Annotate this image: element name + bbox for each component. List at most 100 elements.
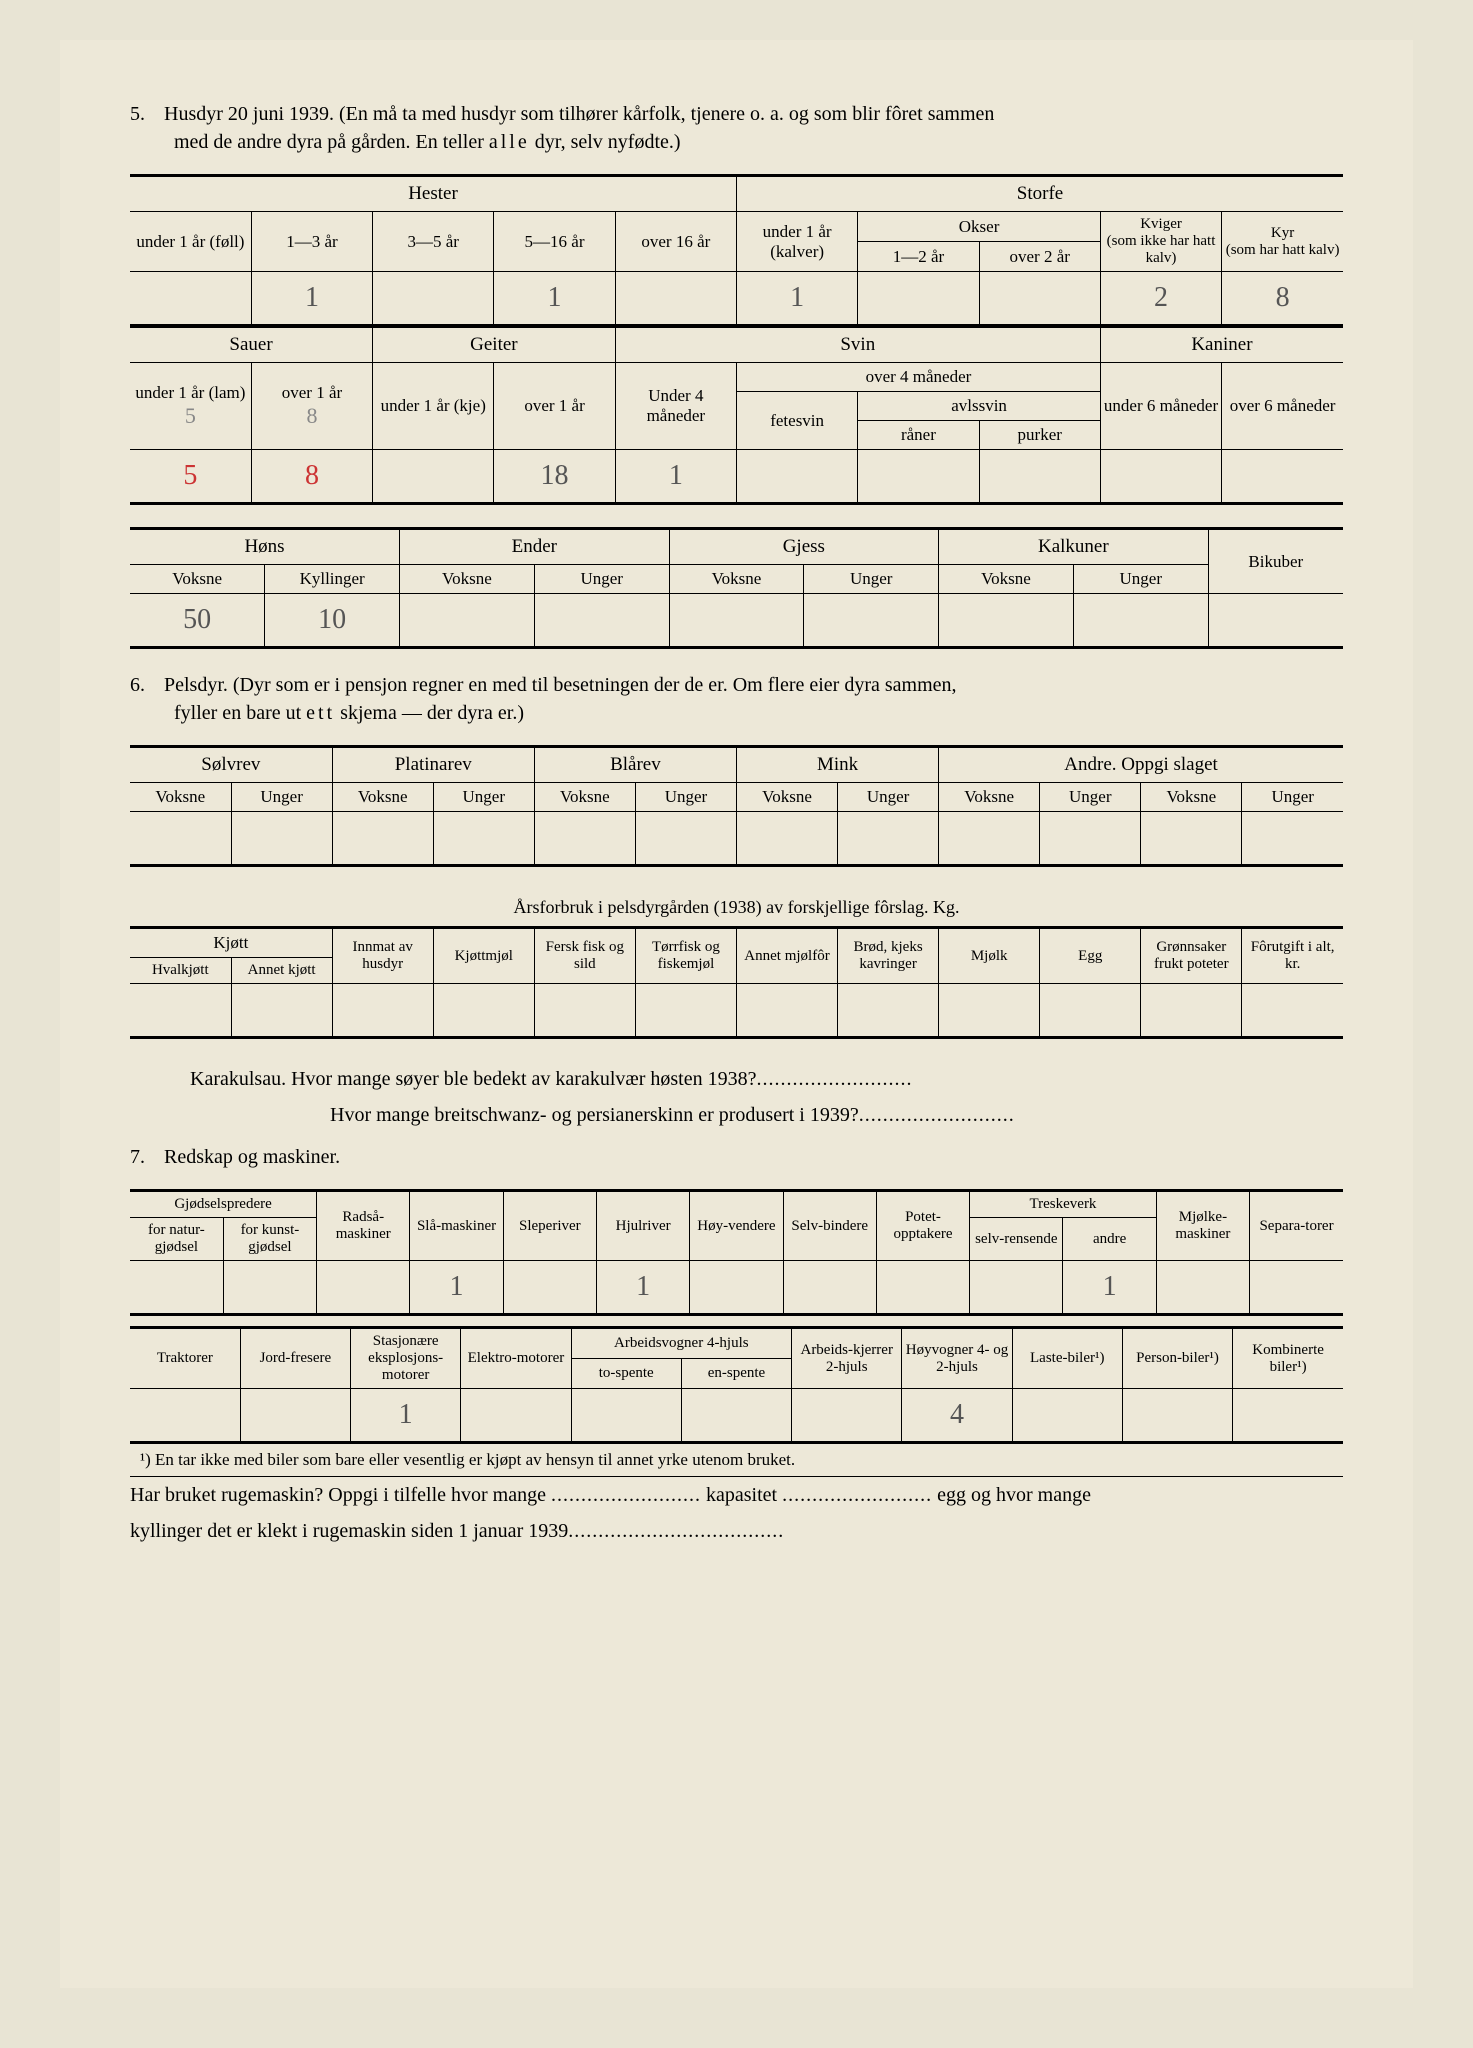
section6-line2b: ett <box>306 702 335 724</box>
cell[interactable] <box>317 1261 410 1315</box>
col: Voksne <box>332 783 433 812</box>
cell[interactable] <box>231 984 332 1038</box>
cell[interactable] <box>681 1389 791 1443</box>
cell[interactable]: 50 <box>130 594 265 648</box>
cell[interactable] <box>635 812 736 866</box>
cell[interactable]: 8 <box>1222 272 1343 326</box>
cell[interactable] <box>858 450 979 504</box>
col: Unger <box>838 783 939 812</box>
cell[interactable] <box>615 272 736 326</box>
cell[interactable]: 1 <box>494 272 615 326</box>
cell[interactable]: 1 <box>596 1261 689 1315</box>
cell[interactable] <box>534 984 635 1038</box>
cell[interactable] <box>1040 984 1141 1038</box>
cell[interactable]: 1 <box>251 272 372 326</box>
cell[interactable]: 1 <box>1063 1261 1156 1315</box>
col: Voksne <box>736 783 837 812</box>
cell[interactable] <box>979 450 1100 504</box>
cell[interactable] <box>635 984 736 1038</box>
cell[interactable]: 10 <box>265 594 400 648</box>
cell[interactable] <box>1012 1389 1122 1443</box>
cell[interactable]: 18 <box>494 450 615 504</box>
cell[interactable] <box>130 984 231 1038</box>
cell[interactable] <box>1250 1261 1343 1315</box>
section5-line1: Husdyr 20 juni 1939. (En må ta med husdy… <box>164 103 994 125</box>
cell[interactable]: 1 <box>615 450 736 504</box>
cell[interactable] <box>1156 1261 1249 1315</box>
cell[interactable]: 1 <box>410 1261 503 1315</box>
cell[interactable] <box>736 450 857 504</box>
col-okser: Okser <box>858 212 1101 242</box>
cell[interactable] <box>876 1261 969 1315</box>
col: andre <box>1063 1218 1156 1261</box>
cell[interactable] <box>1242 984 1343 1038</box>
cell[interactable]: 1 <box>736 272 857 326</box>
cell[interactable] <box>1040 812 1141 866</box>
cell[interactable] <box>1208 594 1343 648</box>
cell[interactable] <box>433 812 534 866</box>
section5-line2a: med de andre dyra på gården. En teller <box>174 131 489 153</box>
cell[interactable] <box>534 812 635 866</box>
cell[interactable] <box>1073 594 1208 648</box>
col: Innmat av husdyr <box>332 928 433 984</box>
cell[interactable] <box>130 272 251 326</box>
cell[interactable] <box>1242 812 1343 866</box>
cell[interactable] <box>461 1389 571 1443</box>
col-okser-o2: over 2 år <box>979 242 1100 272</box>
cell[interactable] <box>838 812 939 866</box>
col: for natur-gjødsel <box>130 1218 223 1261</box>
section7-num: 7. <box>130 1143 164 1171</box>
cell[interactable]: 2 <box>1100 272 1221 326</box>
cell[interactable] <box>690 1261 783 1315</box>
cell[interactable] <box>1222 450 1343 504</box>
header-sauer: Sauer <box>130 328 373 363</box>
cell[interactable] <box>736 812 837 866</box>
cell[interactable] <box>130 1261 223 1315</box>
cell[interactable]: 4 <box>902 1389 1012 1443</box>
cell[interactable] <box>979 272 1100 326</box>
cell[interactable] <box>1100 450 1221 504</box>
cell[interactable]: 8 <box>251 450 372 504</box>
cell[interactable] <box>332 812 433 866</box>
cell[interactable]: 1 <box>351 1389 461 1443</box>
col-kyr: Kyr(som har hatt kalv) <box>1222 212 1343 272</box>
cell[interactable] <box>503 1261 596 1315</box>
cell[interactable] <box>939 594 1074 648</box>
cell[interactable] <box>1233 1389 1343 1443</box>
cell[interactable] <box>130 1389 240 1443</box>
cell[interactable] <box>130 812 231 866</box>
cell[interactable] <box>858 272 979 326</box>
cell[interactable] <box>838 984 939 1038</box>
cell[interactable] <box>1141 812 1242 866</box>
table-arsforbruk: Kjøtt Innmat av husdyr Kjøttmjøl Fersk f… <box>130 926 1343 1039</box>
cell[interactable] <box>939 812 1040 866</box>
cell[interactable] <box>939 984 1040 1038</box>
cell[interactable] <box>433 984 534 1038</box>
header-geiter: Geiter <box>373 328 616 363</box>
cell[interactable] <box>373 450 494 504</box>
section5-line2c: dyr, selv nyfødte.) <box>530 131 681 153</box>
cell[interactable] <box>669 594 804 648</box>
cell[interactable] <box>240 1389 350 1443</box>
cell[interactable] <box>783 1261 876 1315</box>
col: under 6 måneder <box>1100 363 1221 450</box>
header: Gjess <box>669 529 939 565</box>
cell[interactable] <box>571 1389 681 1443</box>
cell[interactable] <box>332 984 433 1038</box>
col: over 1 år <box>494 363 615 450</box>
cell[interactable] <box>792 1389 902 1443</box>
cell[interactable]: 5 <box>130 450 251 504</box>
cell[interactable] <box>231 812 332 866</box>
col: råner <box>858 421 979 450</box>
header: Gjødselspredere <box>130 1191 317 1218</box>
cell[interactable] <box>970 1261 1063 1315</box>
cell[interactable] <box>373 272 494 326</box>
cell[interactable] <box>804 594 939 648</box>
cell[interactable] <box>736 984 837 1038</box>
cell[interactable] <box>1141 984 1242 1038</box>
cell[interactable] <box>1122 1389 1232 1443</box>
cell[interactable] <box>400 594 535 648</box>
cell[interactable] <box>534 594 669 648</box>
karakul-q2: Hvor mange breitschwanz- og persianerski… <box>330 1097 1343 1133</box>
cell[interactable] <box>223 1261 316 1315</box>
